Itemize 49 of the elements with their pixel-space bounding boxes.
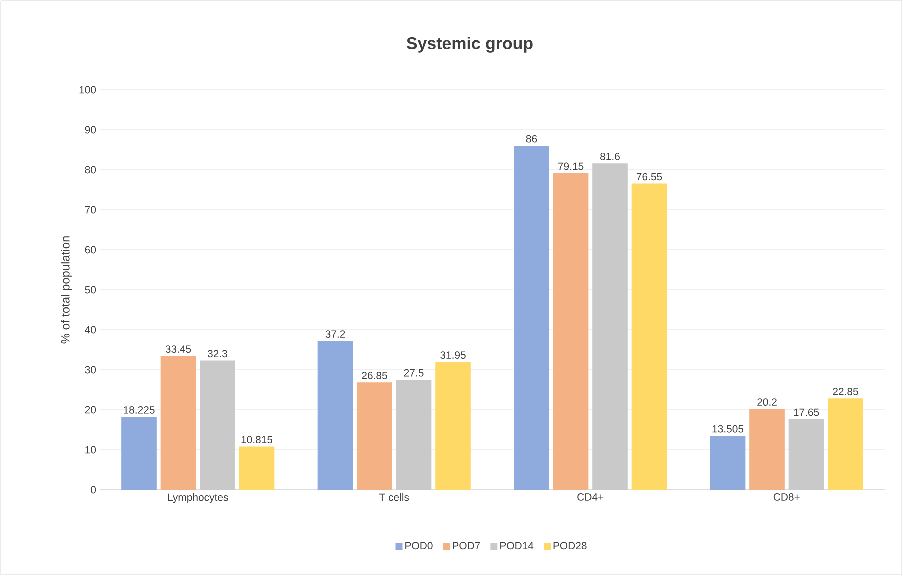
data-label: 18.225 xyxy=(124,406,155,414)
legend-label: POD7 xyxy=(453,542,480,550)
y-tick-label: 40 xyxy=(85,326,96,334)
bar xyxy=(632,184,668,490)
data-label: 22.85 xyxy=(833,388,858,396)
x-tick-label: CD8+ xyxy=(774,494,800,501)
y-axis-title: % of total population xyxy=(61,236,72,344)
bar xyxy=(357,382,392,490)
data-label: 37.2 xyxy=(326,330,346,338)
bar xyxy=(553,173,589,490)
data-label: 81.6 xyxy=(600,152,620,160)
y-tick-label: 90 xyxy=(85,126,96,134)
y-tick-label: 10 xyxy=(86,446,96,454)
y-tick-label: 60 xyxy=(85,246,96,254)
bar xyxy=(318,341,354,490)
bar xyxy=(710,436,746,490)
bar xyxy=(828,398,864,490)
data-label: 20.2 xyxy=(758,398,777,406)
y-tick-label: 70 xyxy=(85,206,96,214)
data-label: 17.65 xyxy=(794,408,820,416)
bar xyxy=(514,146,550,490)
data-label: 32.3 xyxy=(208,350,228,358)
bar xyxy=(750,409,785,490)
y-tick-label: 100 xyxy=(80,86,96,94)
y-tick-label: 80 xyxy=(85,166,96,174)
data-label: 13.505 xyxy=(712,425,744,433)
data-label: 79.15 xyxy=(558,162,584,170)
y-tick-label: 50 xyxy=(85,286,96,294)
x-tick-label: Lymphocytes xyxy=(168,494,228,504)
data-label: 27.5 xyxy=(404,369,424,377)
bar xyxy=(160,356,196,490)
data-label: 76.55 xyxy=(636,173,662,181)
data-label: 31.95 xyxy=(440,352,466,360)
data-label: 33.45 xyxy=(166,346,192,354)
legend-label: POD14 xyxy=(500,542,534,550)
chart-title: Systemic group xyxy=(406,37,533,53)
bar xyxy=(122,417,157,490)
data-label: 10.815 xyxy=(242,436,273,444)
x-tick-label: CD4+ xyxy=(578,494,604,501)
y-tick-label: 0 xyxy=(91,486,96,494)
bar xyxy=(239,446,275,490)
x-tick-label: T cells xyxy=(380,494,410,502)
data-label: 86 xyxy=(526,135,538,143)
y-tick-label: 30 xyxy=(85,366,96,374)
data-label: 26.85 xyxy=(362,372,388,380)
legend-label: POD28 xyxy=(554,542,587,550)
legend-label: POD0 xyxy=(406,542,433,550)
y-tick-label: 20 xyxy=(85,406,96,414)
bar xyxy=(436,362,471,490)
